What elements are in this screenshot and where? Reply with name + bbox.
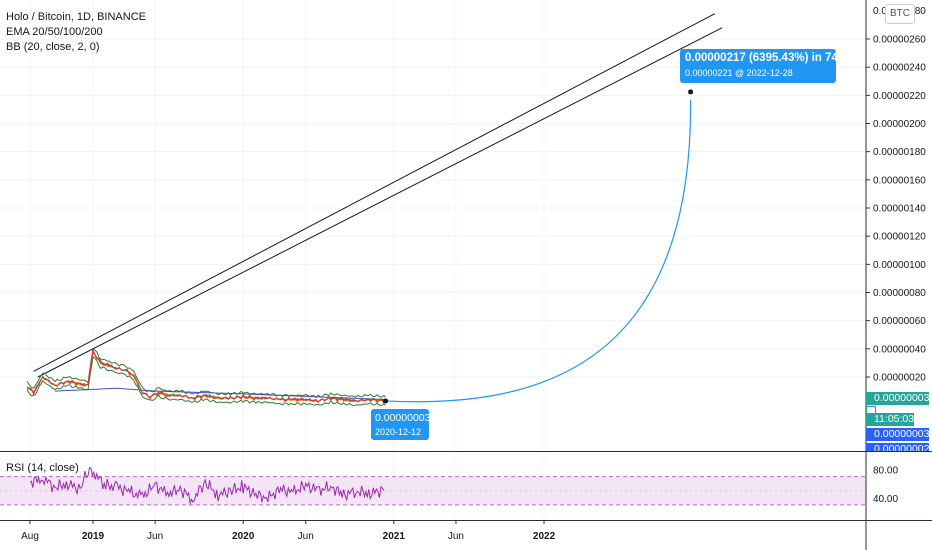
price-tick-label: 0.00000260	[873, 35, 926, 46]
target-callout-main: 0.00000217 (6395.43%) in 746d	[685, 52, 852, 64]
ema-legend[interactable]: EMA 20/50/100/200	[6, 26, 103, 38]
price-tick-label: 0.00000200	[873, 119, 926, 130]
rsi-line	[29, 467, 385, 506]
projection-start-point[interactable]	[383, 398, 389, 404]
blue-price-tag-2: 0.00000002	[866, 443, 930, 451]
rsi-axis-label: 40.00	[873, 494, 898, 505]
channel-line-1[interactable]	[33, 13, 716, 372]
time-tick-label: 2022	[533, 531, 556, 542]
start-callout-main: 0.00000003	[375, 412, 431, 424]
grid	[0, 0, 866, 520]
currency-badge[interactable]: BTC	[885, 4, 915, 24]
time-tick-label: 2020	[232, 531, 255, 542]
price-tick-label: 0.00000040	[873, 344, 926, 355]
projection-curve[interactable]	[385, 99, 692, 403]
time-tick-label: 2019	[82, 531, 105, 542]
channel-line-2[interactable]	[37, 27, 723, 378]
price-line	[26, 349, 386, 404]
start-callout[interactable]: 0.00000003 2020-12-12	[371, 409, 431, 440]
ema-200-line	[55, 387, 386, 400]
price-tick-label: 0.00000240	[873, 63, 926, 74]
rsi-pane	[0, 467, 866, 506]
price-tick-label: 0.00000080	[873, 288, 926, 299]
rsi-legend[interactable]: RSI (14, close)	[6, 462, 79, 474]
price-tick-label: 0.00000180	[873, 147, 926, 158]
countdown-tag: 11:05:03	[866, 413, 915, 426]
target-callout-sub: 0.00000221 @ 2022-12-28	[685, 68, 793, 78]
price-tick-label: 0.00000020	[873, 373, 926, 384]
projection-group[interactable]	[383, 89, 694, 404]
target-callout[interactable]: 0.00000217 (6395.43%) in 746d 0.00000221…	[680, 49, 851, 83]
last-price-tag: 0.00000003	[866, 392, 930, 405]
price-tick-label: 0.00000220	[873, 91, 926, 102]
start-callout-sub: 2020-12-12	[375, 427, 422, 437]
price-tick-label: 0.00000100	[873, 260, 926, 271]
price-tick-label: 0.00000120	[873, 232, 926, 243]
price-tick-label: 0.00000160	[873, 175, 926, 186]
price-tick-label: 0.00000060	[873, 316, 926, 327]
channel-lines[interactable]	[33, 13, 723, 378]
chart-title[interactable]: Holo / Bitcoin, 1D, BINANCE	[6, 11, 146, 23]
time-tick-label: Jun	[147, 531, 163, 542]
projection-end-point[interactable]	[688, 89, 694, 95]
time-tick-label: Aug	[21, 531, 39, 542]
rsi-axis-label: 80.00	[873, 466, 898, 477]
bb-legend[interactable]: BB (20, close, 2, 0)	[6, 41, 100, 53]
blue-price-tag-1: 0.00000003	[866, 428, 930, 441]
time-tick-label: 2021	[383, 531, 406, 542]
time-tick-label: Jun	[298, 531, 314, 542]
price-tick-label: 0.00000140	[873, 204, 926, 215]
price-series	[26, 347, 386, 407]
bb-upper-line	[26, 347, 386, 399]
time-tick-label: Jun	[448, 531, 464, 542]
